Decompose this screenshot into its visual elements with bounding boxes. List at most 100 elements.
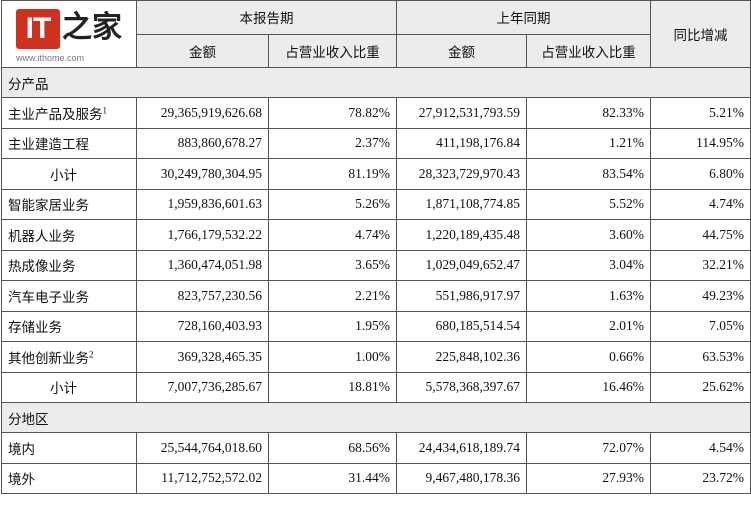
- cur-share: 2.37%: [268, 127, 397, 159]
- table-row: 主业建造工程 883,860,678.27 2.37% 411,198,176.…: [1, 127, 751, 159]
- yoy-change: 25.62%: [650, 371, 751, 403]
- prev-amount: 411,198,176.84: [396, 127, 527, 159]
- logo-cell: IT 之家 www.ithome.com: [1, 0, 137, 68]
- prev-share: 1.63%: [526, 280, 651, 312]
- table-row: 机器人业务 1,766,179,532.22 4.74% 1,220,189,4…: [1, 219, 751, 251]
- yoy-change: 23.72%: [650, 462, 751, 494]
- prev-share: 27.93%: [526, 462, 651, 494]
- row-label: 小计: [1, 158, 137, 190]
- table-row: 其他创新业务2 369,328,465.35 1.00% 225,848,102…: [1, 341, 751, 373]
- table-row: 热成像业务 1,360,474,051.98 3.65% 1,029,049,6…: [1, 249, 751, 281]
- table-row: 存储业务 728,160,403.93 1.95% 680,185,514.54…: [1, 310, 751, 342]
- cur-amount: 728,160,403.93: [136, 310, 269, 342]
- prev-amount: 9,467,480,178.36: [396, 462, 527, 494]
- footnote-marker: 2: [89, 349, 94, 360]
- cur-amount: 30,249,780,304.95: [136, 158, 269, 190]
- prev-share: 3.60%: [526, 219, 651, 251]
- header-yoy: 同比增减: [650, 0, 751, 68]
- cur-amount: 25,544,764,018.60: [136, 432, 269, 464]
- prev-amount: 680,185,514.54: [396, 310, 527, 342]
- header-prior-share: 占营业收入比重: [526, 33, 651, 68]
- yoy-change: 32.21%: [650, 249, 751, 281]
- cur-share: 81.19%: [268, 158, 397, 190]
- prev-share: 1.21%: [526, 127, 651, 159]
- table-row: 主业产品及服务1 29,365,919,626.68 78.82% 27,912…: [1, 97, 751, 129]
- cur-amount: 1,360,474,051.98: [136, 249, 269, 281]
- row-label: 其他创新业务2: [1, 341, 137, 373]
- cur-amount: 1,766,179,532.22: [136, 219, 269, 251]
- yoy-change: 114.95%: [650, 127, 751, 159]
- prev-amount: 24,434,618,189.74: [396, 432, 527, 464]
- header-current-amount: 金额: [136, 33, 269, 68]
- yoy-change: 44.75%: [650, 219, 751, 251]
- prev-amount: 5,578,368,397.67: [396, 371, 527, 403]
- cur-share: 68.56%: [268, 432, 397, 464]
- cur-share: 5.26%: [268, 188, 397, 220]
- header-prior-period: 上年同期: [396, 0, 651, 35]
- ithome-logo: IT 之家 www.ithome.com: [3, 2, 136, 67]
- cur-amount: 369,328,465.35: [136, 341, 269, 373]
- revenue-breakdown-table: IT 之家 www.ithome.com 本报告期 上年同期 同比增减 金额 占…: [1, 0, 751, 494]
- prev-amount: 225,848,102.36: [396, 341, 527, 373]
- prev-share: 83.54%: [526, 158, 651, 190]
- subtotal-row: 小计 7,007,736,285.67 18.81% 5,578,368,397…: [1, 371, 751, 403]
- footnote-marker: 1: [102, 105, 108, 116]
- prev-amount: 1,029,049,652.47: [396, 249, 527, 281]
- header-current-share: 占营业收入比重: [268, 33, 397, 68]
- cur-share: 4.74%: [268, 219, 397, 251]
- prev-amount: 1,871,108,774.85: [396, 188, 527, 220]
- prev-share: 0.66%: [526, 341, 651, 373]
- row-label: 主业产品及服务1: [1, 97, 137, 129]
- logo-url: www.ithome.com: [16, 53, 85, 63]
- yoy-change: 4.54%: [650, 432, 751, 464]
- yoy-change: 6.80%: [650, 158, 751, 190]
- table-row: 智能家居业务 1,959,836,601.63 5.26% 1,871,108,…: [1, 188, 751, 220]
- prev-share: 2.01%: [526, 310, 651, 342]
- yoy-change: 49.23%: [650, 280, 751, 312]
- row-label: 境内: [1, 432, 137, 464]
- cur-share: 3.65%: [268, 249, 397, 281]
- prev-amount: 551,986,917.97: [396, 280, 527, 312]
- section-by-product: 分产品: [1, 67, 751, 98]
- section-row: 分产品: [1, 67, 751, 98]
- cur-amount: 1,959,836,601.63: [136, 188, 269, 220]
- section-by-region: 分地区: [1, 402, 751, 433]
- prev-share: 82.33%: [526, 97, 651, 129]
- logo-glyph: 之家: [62, 10, 122, 45]
- prev-share: 3.04%: [526, 249, 651, 281]
- cur-share: 31.44%: [268, 462, 397, 494]
- cur-amount: 29,365,919,626.68: [136, 97, 269, 129]
- row-label: 存储业务: [1, 310, 137, 342]
- table-row: 境外 11,712,752,572.02 31.44% 9,467,480,17…: [1, 462, 751, 494]
- cur-share: 1.00%: [268, 341, 397, 373]
- cur-share: 78.82%: [268, 97, 397, 129]
- yoy-change: 5.21%: [650, 97, 751, 129]
- section-row: 分地区: [1, 402, 751, 433]
- prev-amount: 27,912,531,793.59: [396, 97, 527, 129]
- cur-amount: 11,712,752,572.02: [136, 462, 269, 494]
- prev-amount: 1,220,189,435.48: [396, 219, 527, 251]
- cur-amount: 883,860,678.27: [136, 127, 269, 159]
- header-prior-amount: 金额: [396, 33, 527, 68]
- row-label: 境外: [1, 462, 137, 494]
- row-label: 汽车电子业务: [1, 280, 137, 312]
- cur-share: 1.95%: [268, 310, 397, 342]
- row-label: 智能家居业务: [1, 188, 137, 220]
- prev-share: 5.52%: [526, 188, 651, 220]
- table-row: 境内 25,544,764,018.60 68.56% 24,434,618,1…: [1, 432, 751, 464]
- header-current-period: 本报告期: [136, 0, 397, 35]
- table-row: 汽车电子业务 823,757,230.56 2.21% 551,986,917.…: [1, 280, 751, 312]
- logo-badge: IT: [16, 9, 60, 49]
- row-label: 主业建造工程: [1, 127, 137, 159]
- cur-amount: 823,757,230.56: [136, 280, 269, 312]
- yoy-change: 63.53%: [650, 341, 751, 373]
- prev-share: 16.46%: [526, 371, 651, 403]
- prev-share: 72.07%: [526, 432, 651, 464]
- cur-share: 2.21%: [268, 280, 397, 312]
- yoy-change: 4.74%: [650, 188, 751, 220]
- row-label: 热成像业务: [1, 249, 137, 281]
- row-label: 小计: [1, 371, 137, 403]
- cur-share: 18.81%: [268, 371, 397, 403]
- cur-amount: 7,007,736,285.67: [136, 371, 269, 403]
- row-label: 机器人业务: [1, 219, 137, 251]
